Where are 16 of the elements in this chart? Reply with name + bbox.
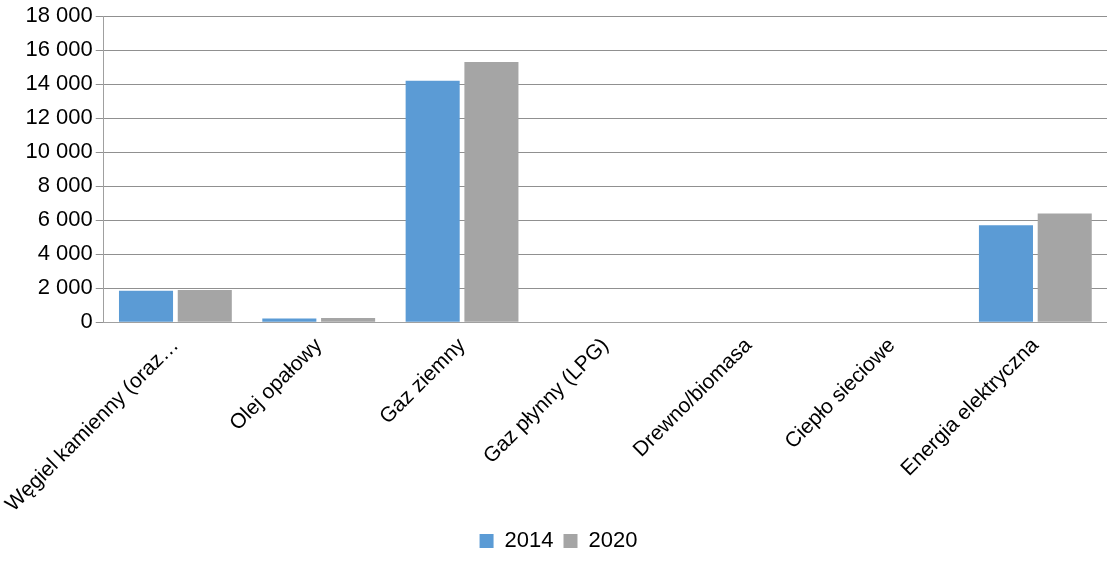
y-tick-label: 8 000 [37,172,93,198]
y-tick-label: 2 000 [37,274,93,300]
bar [978,225,1033,322]
y-tick-label: 16 000 [25,36,93,62]
y-tick-label: 4 000 [37,240,93,266]
legend-label: 2020 [588,527,638,553]
y-tick-label: 0 [80,308,93,334]
y-tick-label: 12 000 [25,104,93,130]
y-tick-label: 6 000 [37,206,93,232]
y-tick-label: 14 000 [25,70,93,96]
bar [118,290,174,322]
y-tick-label: 10 000 [25,138,93,164]
legend-label: 2014 [504,527,554,553]
bar [405,80,460,322]
bar [262,318,317,322]
y-tick-label: 18 000 [25,2,93,28]
